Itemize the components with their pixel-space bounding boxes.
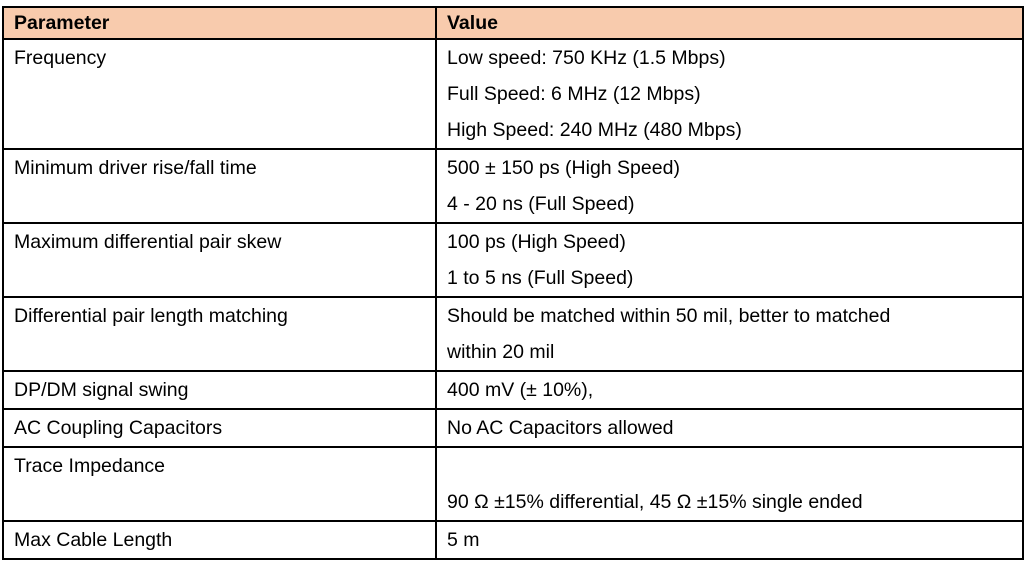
- value-line: 100 ps (High Speed): [447, 231, 626, 253]
- value-line: 90 Ω ±15% differential, 45 Ω ±15% single…: [447, 491, 863, 513]
- table-row: Frequency Low speed: 750 KHz (1.5 Mbps) …: [2, 38, 1024, 150]
- table-row: Max Cable Length 5 m: [2, 520, 1024, 560]
- parameter-label: Minimum driver rise/fall time: [14, 157, 257, 179]
- value-cell: Should be matched within 50 mil, better …: [435, 296, 1024, 372]
- parameter-label: Frequency: [14, 47, 107, 69]
- value-line: High Speed: 240 MHz (480 Mbps): [447, 119, 742, 141]
- value-cell: 500 ± 150 ps (High Speed) 4 - 20 ns (Ful…: [435, 148, 1024, 224]
- header-parameter: Parameter: [2, 6, 437, 40]
- value-line: 1 to 5 ns (Full Speed): [447, 267, 634, 289]
- table-header-row: Parameter Value: [2, 6, 1024, 40]
- parameter-label: Max Cable Length: [14, 529, 173, 551]
- value-line: 4 - 20 ns (Full Speed): [447, 193, 635, 215]
- parameter-label: Maximum differential pair skew: [14, 231, 282, 253]
- parameter-cell: Maximum differential pair skew: [2, 222, 437, 298]
- value-line: 5 m: [447, 529, 480, 551]
- table-row: Differential pair length matching Should…: [2, 296, 1024, 372]
- value-cell: Low speed: 750 KHz (1.5 Mbps) Full Speed…: [435, 38, 1024, 150]
- value-cell: 400 mV (± 10%),: [435, 370, 1024, 410]
- parameter-cell: Max Cable Length: [2, 520, 437, 560]
- value-cell: 100 ps (High Speed) 1 to 5 ns (Full Spee…: [435, 222, 1024, 298]
- parameter-cell: Differential pair length matching: [2, 296, 437, 372]
- parameter-cell: Trace Impedance: [2, 446, 437, 522]
- value-blank-line: [447, 448, 1022, 484]
- value-cell: 5 m: [435, 520, 1024, 560]
- table-row: Minimum driver rise/fall time 500 ± 150 …: [2, 148, 1024, 224]
- table-row: Maximum differential pair skew 100 ps (H…: [2, 222, 1024, 298]
- value-line: No AC Capacitors allowed: [447, 417, 674, 439]
- value-line: Should be matched within 50 mil, better …: [447, 305, 891, 327]
- value-line: within 20 mil: [447, 341, 555, 363]
- value-cell: 90 Ω ±15% differential, 45 Ω ±15% single…: [435, 446, 1024, 522]
- header-value: Value: [435, 6, 1024, 40]
- parameter-label: Differential pair length matching: [14, 305, 288, 327]
- table-row: AC Coupling Capacitors No AC Capacitors …: [2, 408, 1024, 448]
- parameter-label: DP/DM signal swing: [14, 379, 189, 401]
- parameter-cell: Frequency: [2, 38, 437, 150]
- parameter-label: Trace Impedance: [14, 455, 166, 477]
- parameter-cell: AC Coupling Capacitors: [2, 408, 437, 448]
- value-line: 500 ± 150 ps (High Speed): [447, 157, 680, 179]
- value-line: 400 mV (± 10%),: [447, 379, 594, 401]
- table-row: DP/DM signal swing 400 mV (± 10%),: [2, 370, 1024, 410]
- usb-spec-table: Parameter Value Frequency Low speed: 750…: [2, 6, 1024, 560]
- parameter-cell: DP/DM signal swing: [2, 370, 437, 410]
- parameter-cell: Minimum driver rise/fall time: [2, 148, 437, 224]
- value-line: Low speed: 750 KHz (1.5 Mbps): [447, 47, 726, 69]
- parameter-label: AC Coupling Capacitors: [14, 417, 223, 439]
- value-line: Full Speed: 6 MHz (12 Mbps): [447, 83, 701, 105]
- value-cell: No AC Capacitors allowed: [435, 408, 1024, 448]
- table-row: Trace Impedance 90 Ω ±15% differential, …: [2, 446, 1024, 522]
